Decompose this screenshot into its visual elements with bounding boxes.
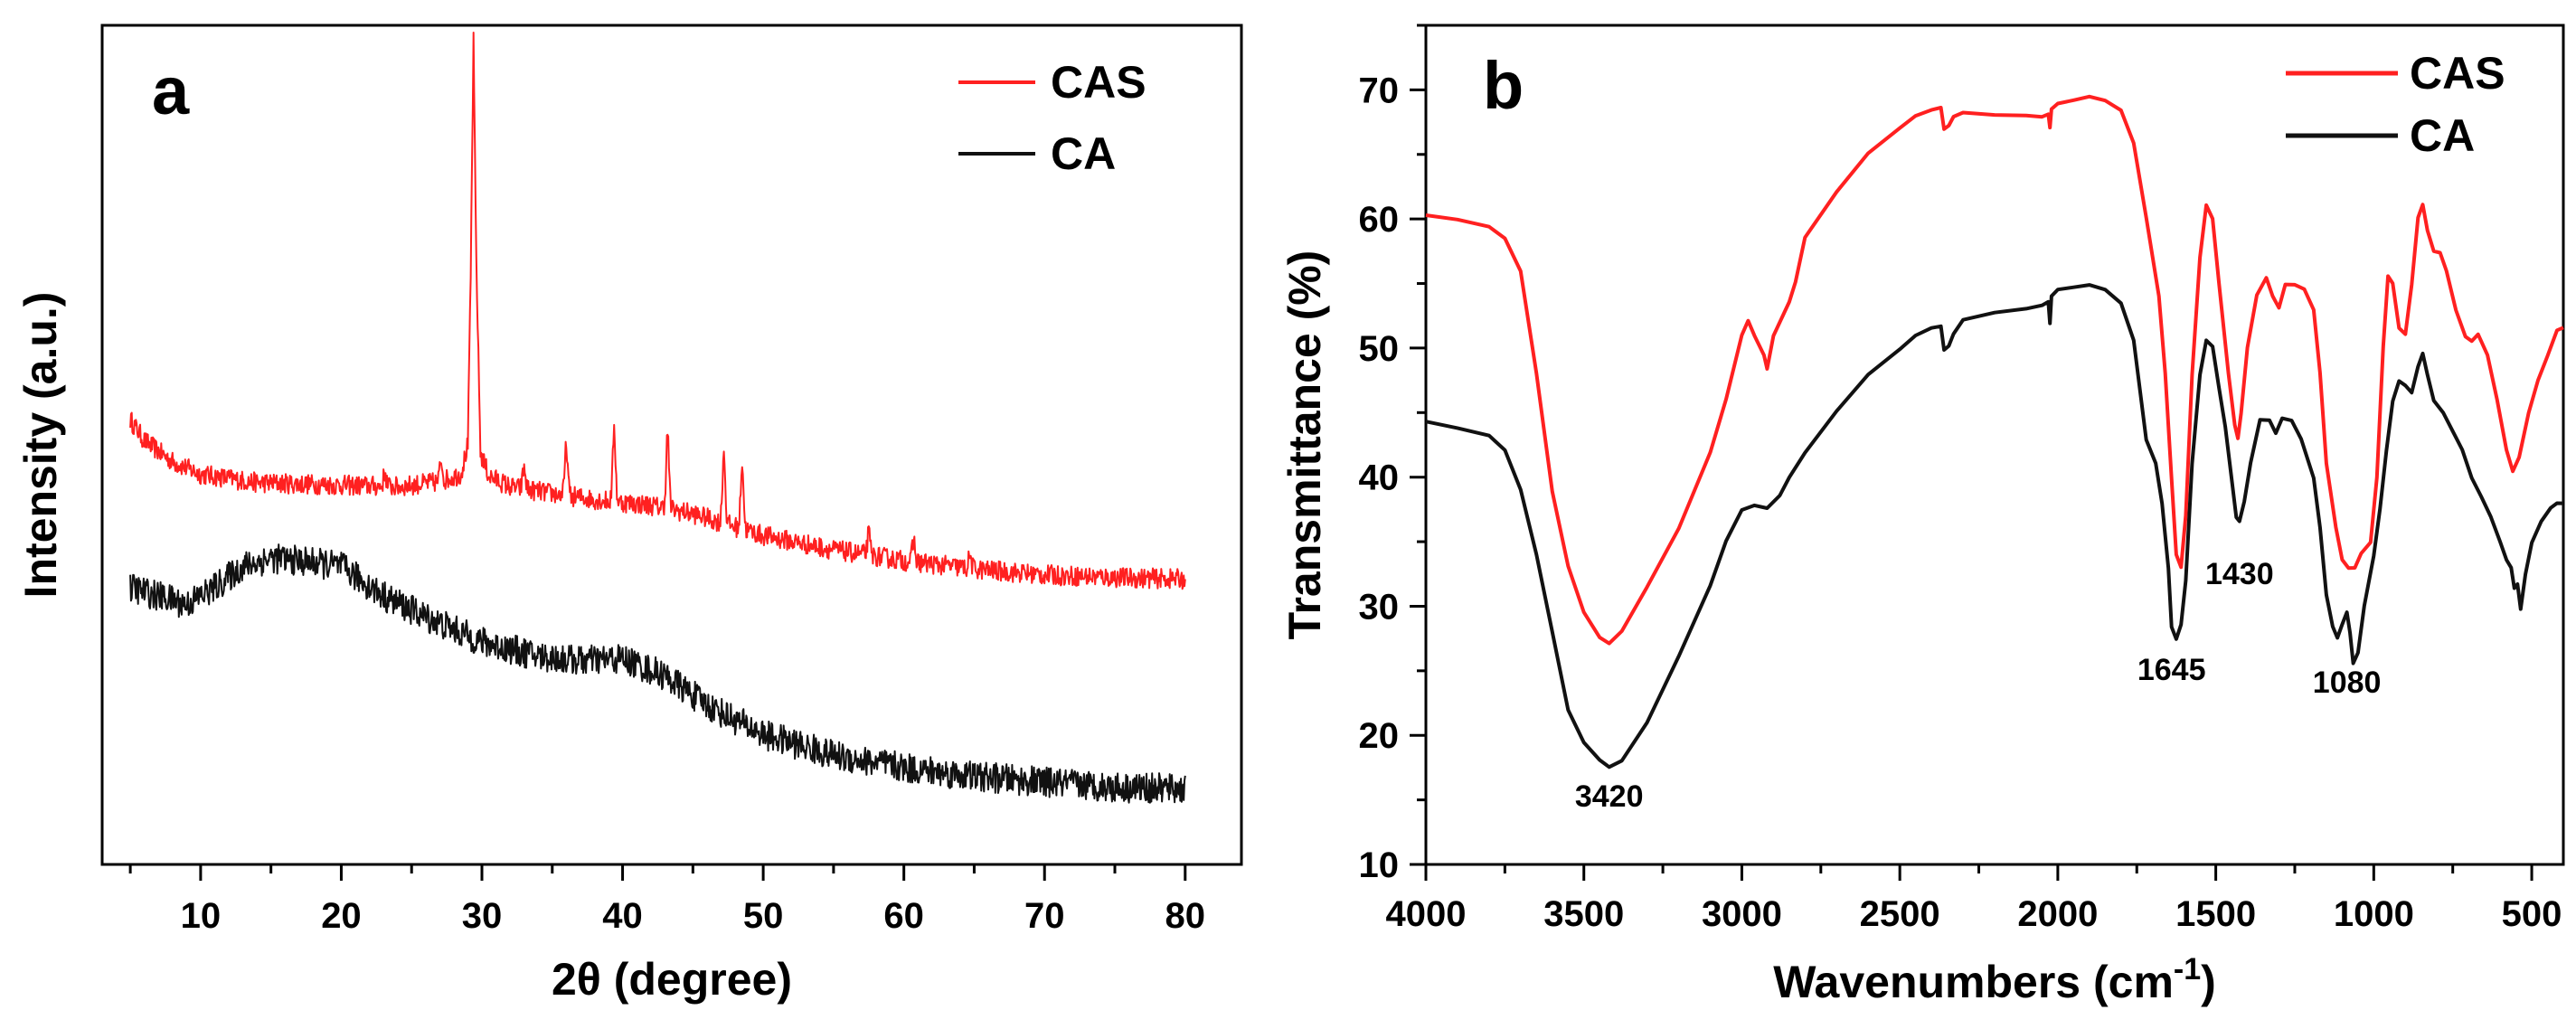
- panel-b-series: [1425, 94, 2564, 769]
- peak-annotation: 3420: [1575, 779, 1644, 814]
- legend-label-ca: CA: [1051, 128, 1116, 179]
- legend-label-ca: CA: [2410, 110, 2475, 161]
- x-tick-label: 2000: [2017, 894, 2098, 934]
- panel-a-xrd-chart: 10 20 30 40 50 60 70 80 a CAS CA 2θ (degree) In…: [15, 24, 1243, 1005]
- panel-a-x-axis-title: 2θ (degree): [552, 954, 792, 1005]
- x-tick-label: 60: [883, 896, 924, 936]
- x-tick-label: 4000: [1386, 894, 1467, 934]
- panel-b-legend: CAS CA: [2286, 48, 2505, 161]
- y-tick-label: 20: [1359, 716, 1400, 756]
- y-tick-label: 70: [1359, 71, 1400, 110]
- peak-annotation: 1645: [2137, 653, 2206, 687]
- legend-label-cas: CAS: [2410, 48, 2505, 99]
- y-tick-label: 40: [1359, 458, 1400, 498]
- x-tick-label: 20: [321, 896, 362, 936]
- panel-a-y-axis-title: Intensity (a.u.): [15, 292, 66, 599]
- panel-b-x-axis-title: Wavenumbers (cm-1): [1773, 952, 2216, 1007]
- y-tick-label: 10: [1359, 845, 1400, 885]
- panel-a-x-ticks: 10 20 30 40 50 60 70 80: [128, 864, 1206, 936]
- y-tick-label: 30: [1359, 587, 1400, 627]
- x-axis-title-close: ): [2201, 957, 2216, 1007]
- panel-b-peak-annotations: 3420 1645 1430 1080: [1575, 557, 2382, 814]
- panel-a-legend: CAS CA: [958, 57, 1146, 179]
- panel-b-x-ticks: 4000 3500 3000 2500 2000 1500 1000 500: [1386, 864, 2562, 934]
- peak-annotation: 1080: [2313, 666, 2382, 700]
- series-line-cas: [1425, 94, 2564, 646]
- panel-a-plot-frame: [100, 24, 1243, 866]
- panel-a-label: a: [152, 53, 190, 128]
- x-axis-title-superscript: -1: [2174, 952, 2201, 987]
- x-tick-label: 40: [602, 896, 643, 936]
- panel-b-label: b: [1483, 48, 1524, 123]
- y-tick-label: 50: [1359, 329, 1400, 369]
- series-line-ca: [1425, 283, 2564, 769]
- panel-a-series: [129, 32, 1186, 804]
- panel-b-ftir-chart: 4000 3500 3000 2500 2000 1500 1000 500 10 20 30 40…: [1279, 24, 2565, 1007]
- x-tick-label: 80: [1165, 896, 1206, 936]
- x-tick-label: 2500: [1860, 894, 1940, 934]
- series-line-cas: [129, 32, 1186, 590]
- series-line-ca: [129, 543, 1186, 804]
- x-tick-label: 3000: [1702, 894, 1782, 934]
- x-tick-label: 500: [2502, 894, 2562, 934]
- x-tick-label: 1000: [2334, 894, 2414, 934]
- x-axis-title-main: Wavenumbers (cm: [1773, 957, 2174, 1007]
- x-tick-label: 50: [743, 896, 784, 936]
- legend-label-cas: CAS: [1051, 57, 1146, 108]
- x-tick-label: 1500: [2175, 894, 2256, 934]
- x-tick-label: 3500: [1543, 894, 1624, 934]
- y-tick-label: 60: [1359, 200, 1400, 240]
- panel-b-y-ticks: 10 20 30 40 50 60 70: [1359, 24, 1426, 885]
- panel-b-plot-frame: [1424, 24, 2565, 866]
- x-tick-label: 10: [181, 896, 222, 936]
- x-tick-label: 70: [1024, 896, 1065, 936]
- panel-b-y-axis-title: Transmittance (%): [1279, 250, 1330, 640]
- x-tick-label: 30: [462, 896, 503, 936]
- peak-annotation: 1430: [2205, 557, 2274, 591]
